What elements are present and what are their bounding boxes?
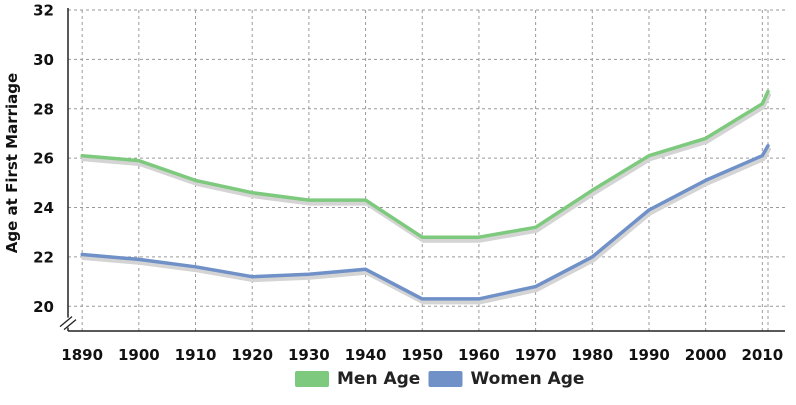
axes (59, 8, 785, 332)
y-tick-label: 26 (33, 150, 54, 168)
legend-swatch (428, 371, 463, 387)
grid (68, 9, 785, 331)
x-tick-label: 1980 (571, 346, 613, 364)
y-axis-title: Age at First Marriage (3, 73, 21, 253)
x-tick-label: 1890 (61, 346, 103, 364)
x-tick-labels: 1890 1900 1910 1920 1930 1940 1950 1960 1970 1980… (61, 346, 783, 364)
legend-item: Women Age (428, 369, 585, 389)
x-tick-label: 2010 (741, 346, 783, 364)
y-tick-label: 22 (33, 248, 54, 266)
series-lines (80, 89, 771, 305)
legend-label: Men Age (337, 369, 420, 389)
series-shadow (81, 93, 771, 243)
x-tick-label: 1970 (515, 346, 557, 364)
y-tick-label: 32 (33, 2, 54, 20)
legend-swatch (295, 371, 329, 387)
x-tick-label: 1960 (458, 346, 500, 364)
x-tick-label: 1900 (118, 346, 160, 364)
y-tick-label: 28 (33, 100, 54, 118)
series-shadow (81, 147, 771, 305)
y-tick-label: 24 (33, 199, 54, 217)
legend: Men Age Women Age (295, 369, 584, 389)
x-tick-label: 1950 (401, 346, 443, 364)
series-line (80, 89, 770, 239)
legend-item: Men Age (295, 369, 420, 389)
series-line (80, 144, 770, 301)
y-tick-label: 30 (33, 51, 54, 69)
y-tick-label: 20 (33, 298, 54, 316)
x-tick-label: 2000 (685, 346, 727, 364)
x-tick-label: 1920 (231, 346, 273, 364)
legend-label: Women Age (471, 369, 585, 389)
x-tick-label: 1930 (288, 346, 330, 364)
series-men-age (80, 89, 771, 243)
y-tick-labels: 20 22 24 26 28 30 32 (33, 2, 54, 316)
x-tick-label: 1940 (345, 346, 387, 364)
axis-break-mark (59, 316, 77, 331)
x-tick-label: 1910 (175, 346, 217, 364)
series-women-age (80, 144, 771, 305)
x-tick-label: 1990 (628, 346, 670, 364)
